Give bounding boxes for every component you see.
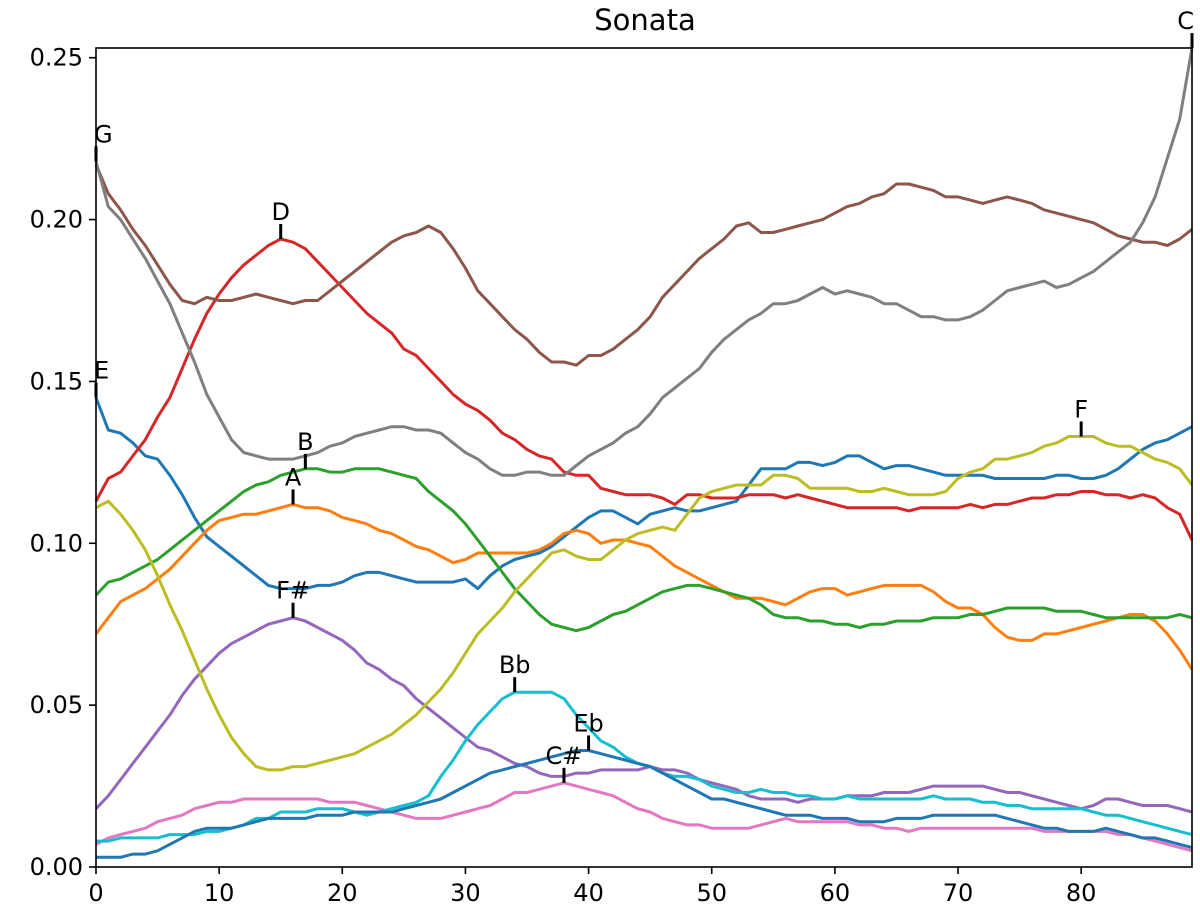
peak-label: F# (276, 577, 310, 605)
x-tick-label: 60 (820, 879, 851, 907)
x-tick-label: 80 (1066, 879, 1097, 907)
annotation-layer: G E D BA F# Bb Eb C# F C (94, 7, 1194, 783)
peak-label: C (1177, 7, 1194, 35)
series-line-f (95, 435, 1194, 772)
series-layer (94, 47, 1194, 859)
series-line-csharp (95, 781, 1193, 853)
y-tick-label: 0.25 (30, 44, 83, 72)
plot-frame (95, 47, 1193, 868)
peak-label: F (1074, 395, 1088, 423)
series-line-fsharp (94, 616, 1193, 814)
y-tick-label: 0.20 (30, 206, 83, 234)
y-tick-label: 0.05 (30, 691, 83, 719)
peak-label: B (297, 428, 313, 456)
x-tick-label: 50 (696, 879, 727, 907)
peak-label: Bb (499, 651, 531, 679)
peak-label: Eb (573, 709, 603, 737)
peak-label: D (271, 198, 289, 226)
series-line-a (94, 502, 1194, 671)
x-tick-label: 30 (450, 879, 481, 907)
series-line-g (94, 47, 1194, 477)
x-tick-label: 0 (88, 879, 103, 907)
chart-title: Sonata (594, 3, 695, 37)
x-tick-label: 20 (327, 879, 358, 907)
peak-label: E (94, 357, 109, 385)
axes-layer: 0 10 20 30 40 50 60 70 80 0.00 0.05 0.10 0.15 0.20 0.2… (30, 44, 1193, 907)
peak-label: G (94, 120, 113, 148)
series-line-d (94, 237, 1194, 541)
x-tick-label: 10 (204, 879, 235, 907)
y-tick-label: 0.10 (30, 529, 83, 557)
series-line-e (94, 397, 1193, 591)
series-line-eb (96, 749, 1193, 859)
y-tick-label: 0.00 (30, 853, 83, 881)
peak-label: A (285, 463, 302, 491)
x-tick-label: 40 (573, 879, 604, 907)
series-line-c (94, 163, 1193, 367)
x-tick-label: 70 (943, 879, 974, 907)
peak-label: C# (546, 742, 583, 770)
y-tick-label: 0.15 (30, 367, 83, 395)
series-line-b (94, 467, 1193, 633)
